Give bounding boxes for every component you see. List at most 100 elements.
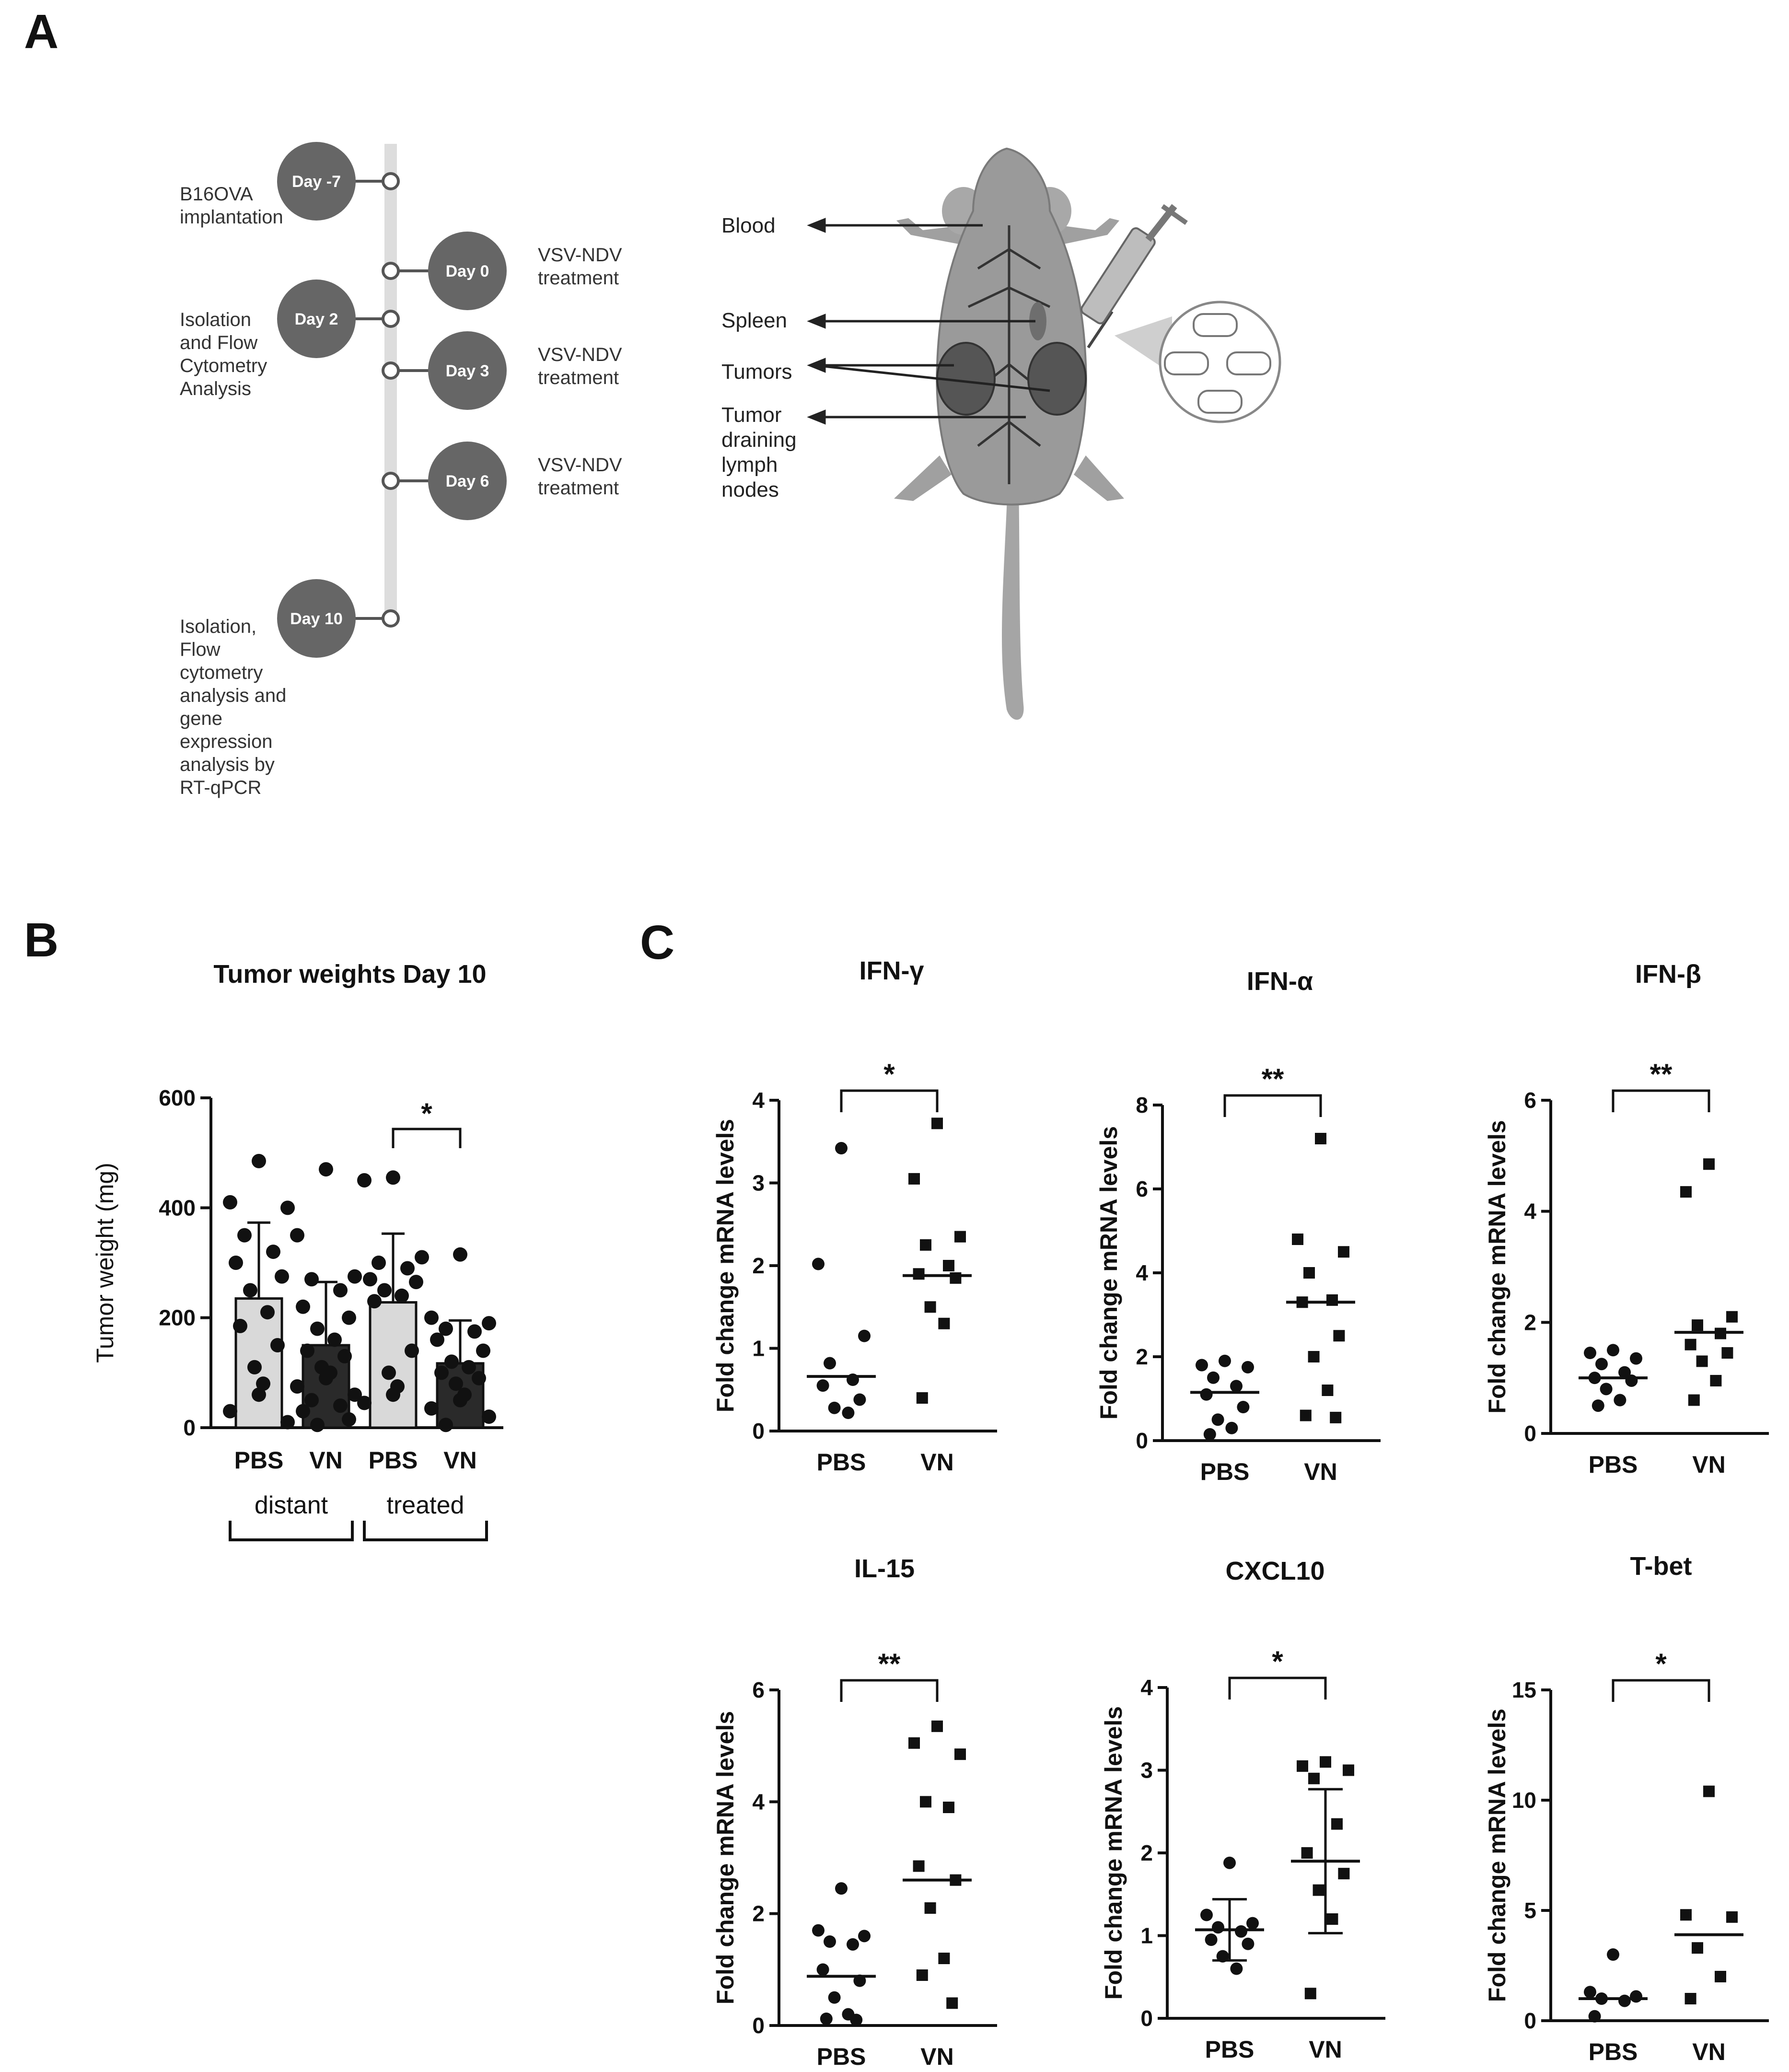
category-label: VN [1309, 2036, 1342, 2063]
data-point [280, 1415, 295, 1430]
chart-title: IFN-γ [860, 956, 924, 985]
data-point [400, 1261, 415, 1276]
data-point [472, 1371, 486, 1385]
timeline-description-line: expression [180, 731, 272, 752]
timeline-description-line: treatment [538, 268, 619, 289]
timeline-node [382, 609, 400, 628]
day-circle [428, 442, 507, 520]
y-axis-label: Fold change mRNA levels [1100, 1706, 1127, 2000]
organ-label-line: lymph [721, 453, 778, 477]
data-point [1212, 1921, 1224, 1934]
data-point [1595, 1358, 1608, 1371]
day-circle [277, 142, 356, 221]
data-point [357, 1173, 372, 1187]
timeline-description-line: analysis and [180, 685, 286, 706]
y-axis-label: Tumor weight (mg) [92, 1163, 118, 1363]
data-point [1630, 1352, 1642, 1365]
data-point [1300, 1409, 1312, 1421]
data-point [243, 1283, 257, 1298]
data-point [1710, 1374, 1722, 1386]
data-point [913, 1860, 925, 1872]
data-point [247, 1360, 262, 1374]
timeline-description-line: Isolation, [180, 616, 256, 637]
y-tick-label: 2 [752, 1901, 765, 1926]
data-point [348, 1269, 362, 1284]
magnifier-beam [1115, 316, 1172, 374]
data-point [1230, 1962, 1243, 1975]
data-point [1235, 1925, 1247, 1938]
data-point [1588, 2010, 1601, 2023]
data-point [1692, 1942, 1703, 1954]
data-point [290, 1228, 304, 1243]
timeline-description-line: and Flow [180, 332, 257, 353]
virus-particles-icon [1159, 301, 1281, 423]
data-point [304, 1393, 319, 1408]
significance-label: * [1655, 1648, 1667, 1680]
category-label: PBS [1205, 2036, 1255, 2063]
data-point [1703, 1785, 1715, 1797]
data-point [266, 1245, 280, 1259]
day-label: Day 2 [295, 310, 338, 328]
data-point [439, 1418, 453, 1432]
data-point [252, 1153, 266, 1168]
data-point [1326, 1913, 1338, 1925]
data-point [1338, 1246, 1349, 1258]
data-point [342, 1412, 356, 1427]
y-tick-label: 200 [159, 1305, 196, 1330]
data-point [828, 1401, 841, 1414]
data-point [237, 1228, 252, 1243]
organ-label-line: Spleen [721, 309, 787, 332]
group-bracket [229, 1521, 354, 1541]
organ-label-line: Tumor [721, 403, 782, 427]
data-point [1726, 1911, 1738, 1923]
data-point [290, 1379, 304, 1394]
timeline-node [382, 262, 400, 280]
y-tick-label: 5 [1524, 1898, 1536, 1923]
data-point [386, 1387, 400, 1402]
data-point [310, 1418, 325, 1432]
data-point [296, 1299, 310, 1314]
y-tick-label: 0 [1524, 2008, 1536, 2033]
data-point [853, 1393, 866, 1406]
data-point [462, 1360, 476, 1374]
data-point [1200, 1909, 1213, 1921]
timeline-description-line: Flow [180, 639, 221, 660]
y-axis-label: Fold change mRNA levels [1484, 1120, 1510, 1413]
data-point [453, 1247, 467, 1262]
y-tick-label: 10 [1512, 1788, 1536, 1813]
data-point [333, 1398, 348, 1413]
data-point [342, 1310, 356, 1325]
y-tick-label: 0 [1524, 1421, 1536, 1446]
data-point [946, 1997, 958, 2009]
y-tick-label: 4 [752, 1088, 765, 1113]
data-point [816, 1963, 829, 1976]
data-point [938, 1317, 950, 1329]
data-point [924, 1902, 936, 1914]
data-point [319, 1371, 333, 1385]
significance-label: ** [1262, 1063, 1284, 1095]
y-tick-label: 6 [1524, 1088, 1536, 1113]
data-point [850, 2014, 863, 2026]
data-point [954, 1748, 966, 1760]
data-point [1303, 1267, 1315, 1279]
data-point [920, 1796, 931, 1808]
data-point [1196, 1359, 1208, 1372]
data-point [1607, 1344, 1619, 1357]
data-point [950, 1272, 962, 1284]
y-tick-label: 4 [1136, 1260, 1148, 1285]
data-point [1715, 1971, 1726, 1982]
day-circle [277, 579, 356, 658]
organ-label-line: Blood [721, 214, 776, 237]
data-point [1230, 1380, 1243, 1393]
y-tick-label: 0 [752, 2013, 765, 2038]
data-point [1223, 1856, 1236, 1869]
data-point [1308, 1351, 1320, 1362]
category-label: VN [443, 1447, 476, 1474]
organ-label-line: draining [721, 428, 797, 452]
data-point [319, 1162, 333, 1177]
organ-label-line: Tumors [721, 360, 792, 384]
y-axis-label: Fold change mRNA levels [712, 1711, 739, 2004]
data-point [816, 1379, 829, 1392]
data-point [1607, 1948, 1619, 1961]
data-point [367, 1294, 382, 1309]
